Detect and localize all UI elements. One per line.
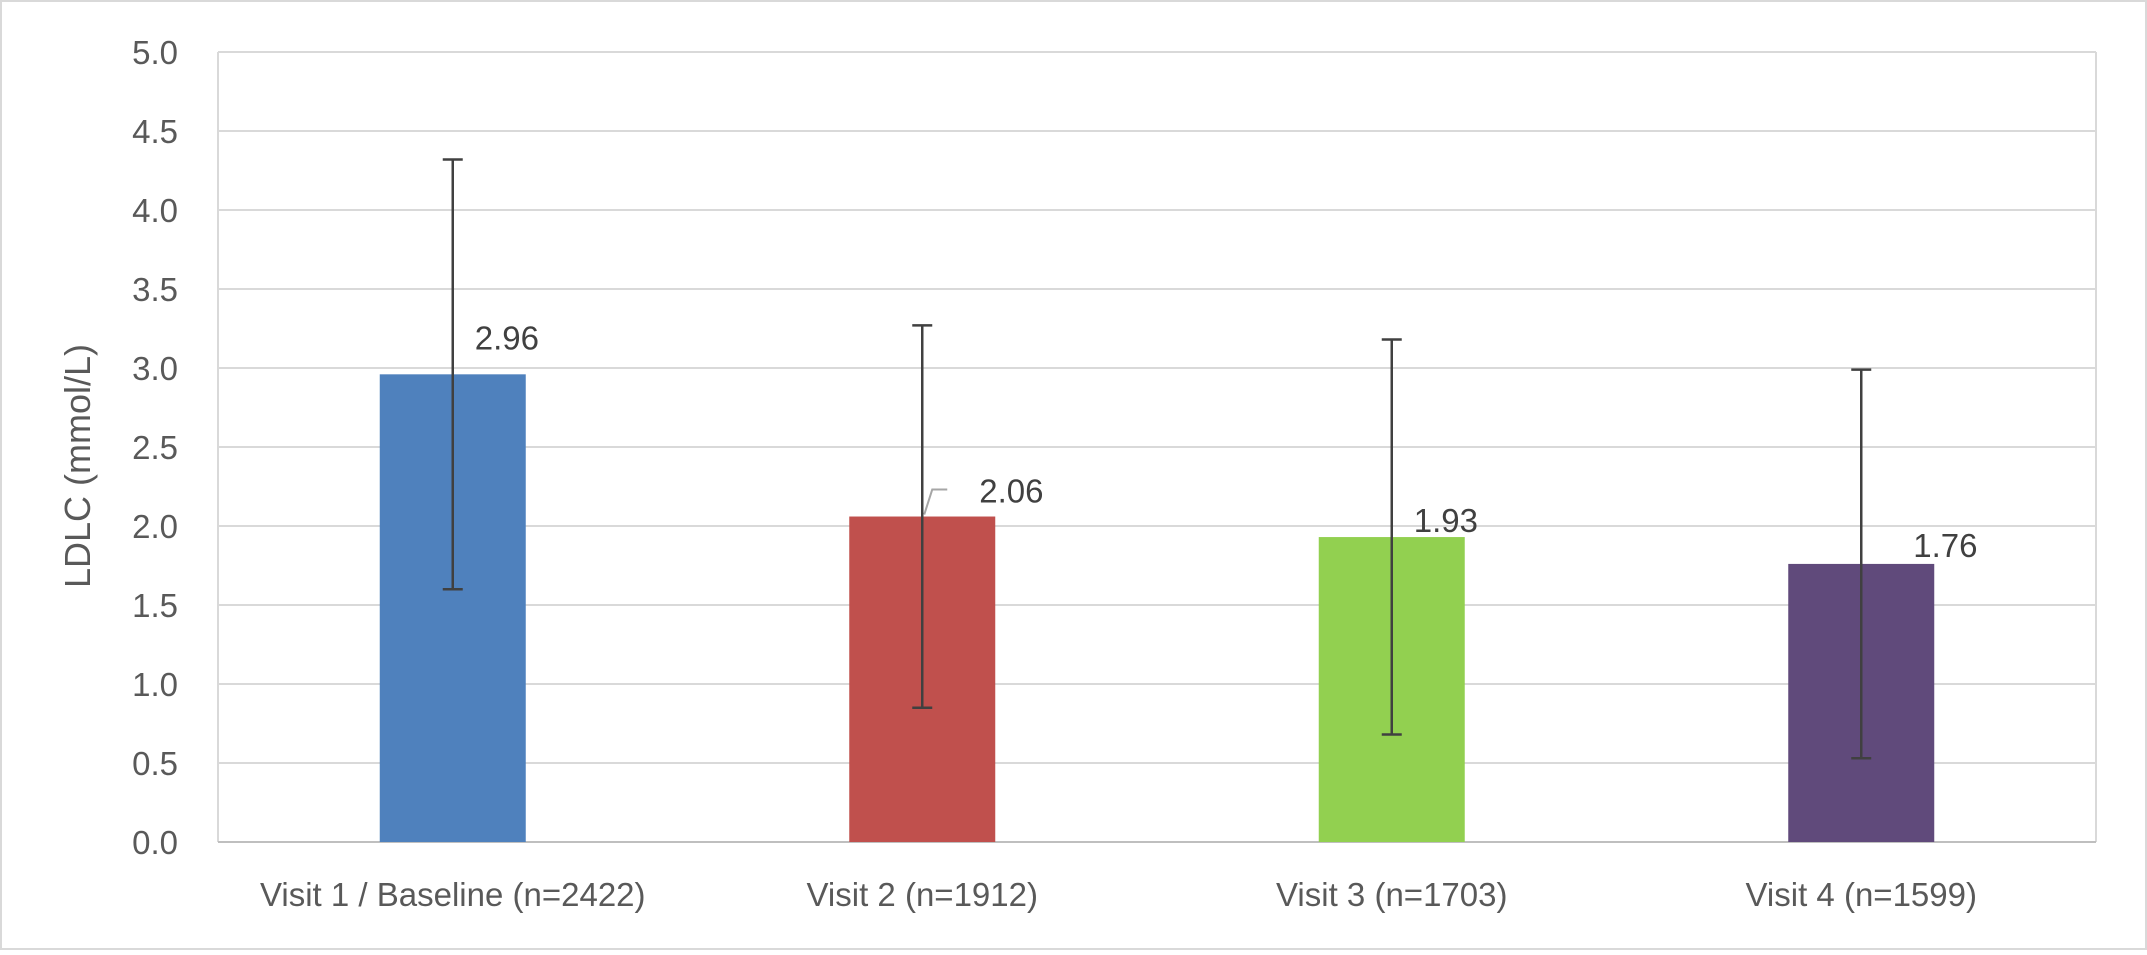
error-bar-3 xyxy=(1381,338,1402,736)
y-tick-label: 1.5 xyxy=(132,587,178,624)
y-tick-label: 2.0 xyxy=(132,508,178,545)
error-bars xyxy=(442,158,1872,760)
data-label-3: 1.93 xyxy=(1414,502,1478,539)
data-label-1: 2.96 xyxy=(475,319,539,356)
error-bar-2 xyxy=(912,324,933,709)
y-tick-label: 0.5 xyxy=(132,745,178,782)
data-labels: 2.96 2.06 1.93 1.76 xyxy=(475,319,1978,564)
y-tick-label: 4.0 xyxy=(132,192,178,229)
x-axis-categories: Visit 1 / Baseline (n=2422) Visit 2 (n=19… xyxy=(260,876,1977,913)
gridlines xyxy=(217,51,2097,843)
data-label-4: 1.76 xyxy=(1913,527,1977,564)
x-category-label: Visit 4 (n=1599) xyxy=(1746,876,1977,913)
x-category-label: Visit 3 (n=1703) xyxy=(1276,876,1507,913)
y-tick-label: 1.0 xyxy=(132,666,178,703)
x-category-label: Visit 1 / Baseline (n=2422) xyxy=(260,876,646,913)
y-tick-label: 2.5 xyxy=(132,429,178,466)
error-bar-1 xyxy=(442,158,463,591)
error-bar-4 xyxy=(1851,368,1872,760)
y-axis-title: LDLC (mmol/L) xyxy=(57,344,98,588)
y-tick-label: 5.0 xyxy=(132,34,178,71)
y-tick-label: 3.0 xyxy=(132,350,178,387)
y-tick-label: 4.5 xyxy=(132,113,178,150)
x-category-label: Visit 2 (n=1912) xyxy=(807,876,1038,913)
y-tick-label: 0.0 xyxy=(132,824,178,861)
y-tick-label: 3.5 xyxy=(132,271,178,308)
data-label-2: 2.06 xyxy=(979,473,1043,510)
data-label-leader-line xyxy=(923,488,948,515)
y-axis-ticks: 0.0 0.5 1.0 1.5 2.0 2.5 3.0 3.5 4.0 4.5 5.0 xyxy=(132,34,178,861)
